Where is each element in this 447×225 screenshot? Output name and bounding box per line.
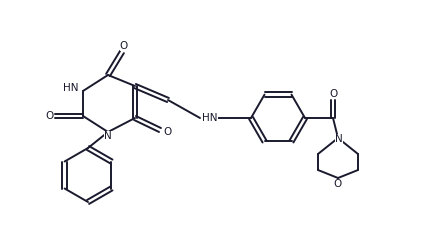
Text: O: O — [163, 127, 171, 137]
Text: O: O — [45, 111, 53, 121]
Text: O: O — [120, 41, 128, 51]
Text: HN: HN — [63, 83, 79, 93]
Text: HN: HN — [202, 113, 218, 123]
Text: N: N — [335, 134, 343, 144]
Text: O: O — [329, 89, 337, 99]
Text: N: N — [104, 131, 112, 141]
Text: O: O — [334, 179, 342, 189]
